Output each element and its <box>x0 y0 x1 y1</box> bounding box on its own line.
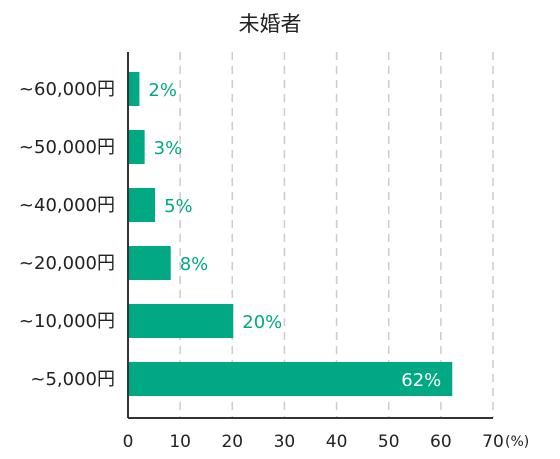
bar-5 <box>129 362 453 396</box>
category-label-0: ~60,000円 <box>19 79 115 100</box>
x-unit-label: (%) <box>505 434 529 450</box>
data-label-4: 20% <box>242 312 282 333</box>
x-tick-label-10: 10 <box>169 432 191 452</box>
category-label-4: ~10,000円 <box>19 311 115 332</box>
x-tick-label-40: 40 <box>326 432 348 452</box>
axes <box>127 52 493 419</box>
bar-2 <box>129 188 156 222</box>
data-label-5: 62% <box>401 370 441 391</box>
data-label-0: 2% <box>148 80 177 101</box>
bars <box>129 72 453 396</box>
x-tick-label-70: 70 <box>482 432 504 452</box>
bar-1 <box>129 130 145 164</box>
x-tick-label-0: 0 <box>123 432 134 452</box>
bar-4 <box>129 304 234 338</box>
x-tick-label-30: 30 <box>274 432 296 452</box>
x-tick-label-20: 20 <box>221 432 243 452</box>
chart-title: 未婚者 <box>238 12 302 36</box>
category-label-3: ~20,000円 <box>19 253 115 274</box>
category-label-5: ~5,000円 <box>30 369 115 390</box>
labels: ~60,000円 2% ~50,000円 3% ~40,000円 5% ~20,000円 8%… <box>19 79 529 452</box>
bar-3 <box>129 246 171 280</box>
category-label-2: ~40,000円 <box>19 195 115 216</box>
data-label-2: 5% <box>164 196 193 217</box>
category-label-1: ~50,000円 <box>19 137 115 158</box>
x-tick-label-60: 60 <box>430 432 452 452</box>
x-tick-label-50: 50 <box>378 432 400 452</box>
data-label-1: 3% <box>154 138 183 159</box>
bar-0 <box>129 72 140 106</box>
data-label-3: 8% <box>180 254 209 275</box>
grid-lines <box>179 52 494 418</box>
